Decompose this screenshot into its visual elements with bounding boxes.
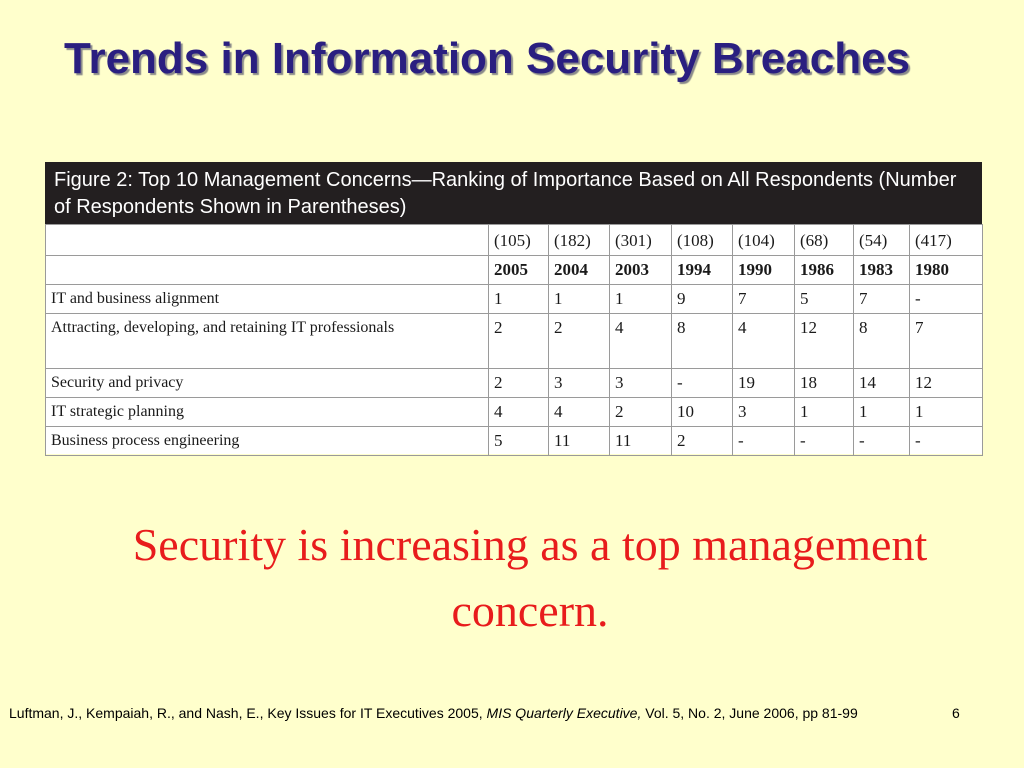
rank-cell: 5: [794, 284, 854, 314]
page-number: 6: [952, 705, 960, 721]
rank-cell: 3: [609, 368, 672, 398]
respondent-count-cell: (301): [609, 224, 672, 256]
table-row: IT and business alignment 1 1 1 9 7 5 7 …: [45, 284, 983, 314]
rank-cell: 11: [609, 426, 672, 456]
respondent-count-cell: (104): [732, 224, 795, 256]
respondent-count-cell: (417): [909, 224, 983, 256]
table-row: IT strategic planning 4 4 2 10 3 1 1 1: [45, 397, 983, 427]
year-cell: 2003: [609, 255, 672, 285]
citation-text: Luftman, J., Kempaiah, R., and Nash, E.,…: [9, 705, 487, 721]
rank-cell: 1: [609, 284, 672, 314]
concern-label-cell: IT and business alignment: [45, 284, 489, 314]
figure-caption: Figure 2: Top 10 Management Concerns—Ran…: [45, 162, 982, 224]
citation: Luftman, J., Kempaiah, R., and Nash, E.,…: [9, 703, 1009, 723]
year-cell: 1983: [853, 255, 910, 285]
rank-cell: 2: [488, 313, 549, 369]
slide-title: Trends in Information Security Breaches: [64, 34, 911, 83]
rank-cell: 4: [609, 313, 672, 369]
respondent-count-cell: (54): [853, 224, 910, 256]
rank-cell: 12: [794, 313, 854, 369]
header-blank-cell: [45, 255, 489, 285]
rank-cell: -: [909, 284, 983, 314]
figure-table-image: Figure 2: Top 10 Management Concerns—Ran…: [45, 162, 983, 456]
table-row: Attracting, developing, and retaining IT…: [45, 313, 983, 369]
concern-label-cell: Attracting, developing, and retaining IT…: [45, 313, 489, 369]
rank-cell: 1: [909, 397, 983, 427]
concern-label-cell: IT strategic planning: [45, 397, 489, 427]
concern-label-cell: Business process engineering: [45, 426, 489, 456]
rank-cell: 2: [671, 426, 733, 456]
respondents-row: (105) (182) (301) (108) (104) (68) (54) …: [45, 224, 983, 256]
years-row: 2005 2004 2003 1994 1990 1986 1983 1980: [45, 255, 983, 285]
rank-cell: -: [909, 426, 983, 456]
rank-cell: 8: [671, 313, 733, 369]
citation-details: Vol. 5, No. 2, June 2006, pp 81-99: [641, 705, 858, 721]
year-cell: 2005: [488, 255, 549, 285]
rank-cell: -: [853, 426, 910, 456]
respondent-count-cell: (182): [548, 224, 610, 256]
rank-cell: 19: [732, 368, 795, 398]
table-body: (105) (182) (301) (108) (104) (68) (54) …: [45, 224, 983, 456]
year-cell: 2004: [548, 255, 610, 285]
rank-cell: 10: [671, 397, 733, 427]
rank-cell: 3: [732, 397, 795, 427]
citation-journal: MIS Quarterly Executive,: [486, 705, 642, 721]
header-blank-cell: [45, 224, 489, 256]
rank-cell: 1: [548, 284, 610, 314]
table-row: Security and privacy 2 3 3 - 19 18 14 12: [45, 368, 983, 398]
rank-cell: 2: [609, 397, 672, 427]
year-cell: 1986: [794, 255, 854, 285]
rank-cell: 14: [853, 368, 910, 398]
rank-cell: 9: [671, 284, 733, 314]
rank-cell: 12: [909, 368, 983, 398]
rank-cell: 7: [853, 284, 910, 314]
rank-cell: 4: [488, 397, 549, 427]
rank-cell: -: [671, 368, 733, 398]
rank-cell: 8: [853, 313, 910, 369]
rank-cell: -: [732, 426, 795, 456]
table-row: Business process engineering 5 11 11 2 -…: [45, 426, 983, 456]
respondent-count-cell: (68): [794, 224, 854, 256]
rank-cell: 2: [548, 313, 610, 369]
year-cell: 1990: [732, 255, 795, 285]
rank-cell: 7: [909, 313, 983, 369]
rank-cell: 11: [548, 426, 610, 456]
rank-cell: 5: [488, 426, 549, 456]
concern-label-cell: Security and privacy: [45, 368, 489, 398]
year-cell: 1980: [909, 255, 983, 285]
rank-cell: 1: [488, 284, 549, 314]
rank-cell: 4: [548, 397, 610, 427]
respondent-count-cell: (105): [488, 224, 549, 256]
key-statement: Security is increasing as a top manageme…: [132, 519, 928, 636]
management-concerns-table: (105) (182) (301) (108) (104) (68) (54) …: [45, 224, 983, 456]
respondent-count-cell: (108): [671, 224, 733, 256]
rank-cell: 7: [732, 284, 795, 314]
rank-cell: 3: [548, 368, 610, 398]
rank-cell: 4: [732, 313, 795, 369]
rank-cell: 18: [794, 368, 854, 398]
rank-cell: 2: [488, 368, 549, 398]
rank-cell: 1: [853, 397, 910, 427]
rank-cell: 1: [794, 397, 854, 427]
rank-cell: -: [794, 426, 854, 456]
year-cell: 1994: [671, 255, 733, 285]
